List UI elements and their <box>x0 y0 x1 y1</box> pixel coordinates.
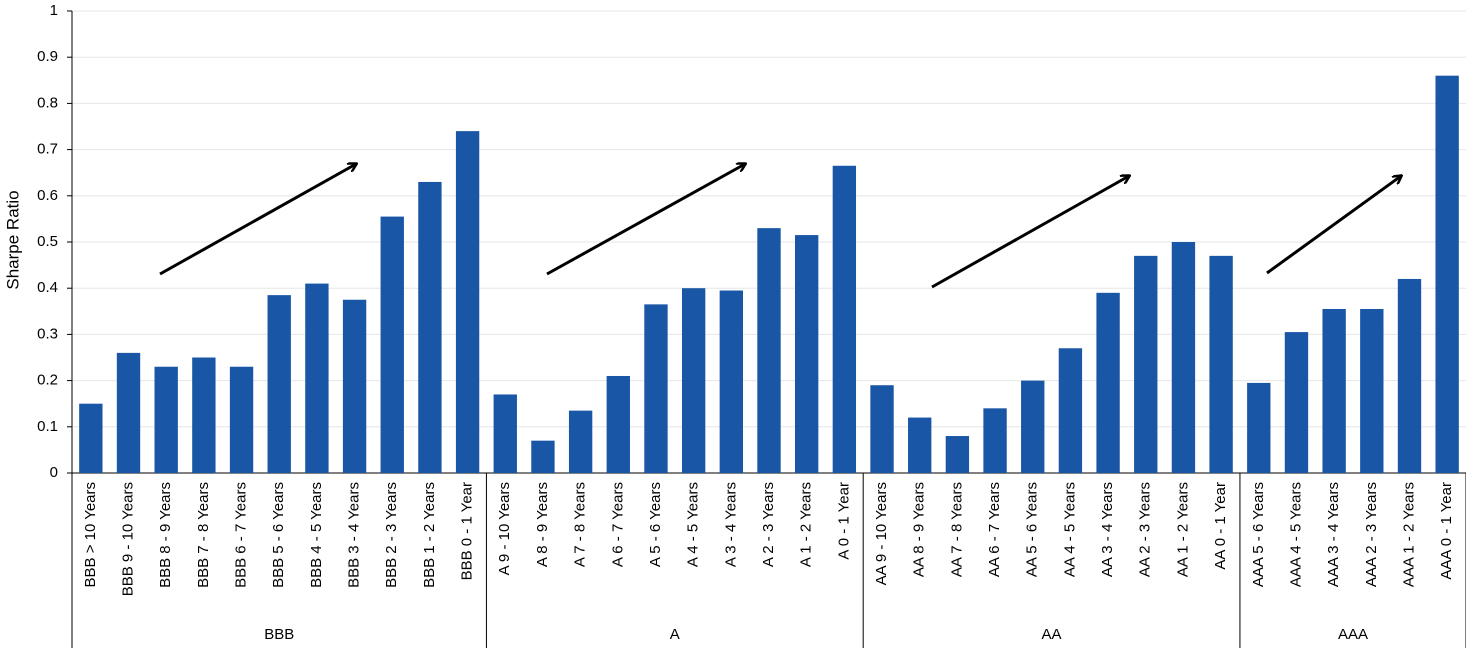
bar <box>832 165 857 473</box>
x-tick-label: A 4 - 5 Years <box>685 482 702 567</box>
x-tick-label: AA 4 - 5 Years <box>1061 482 1078 577</box>
bar <box>1247 382 1271 473</box>
x-tick-label: AAA 2 - 3 Years <box>1363 482 1380 587</box>
x-tick-label: A 0 - 1 Year <box>835 482 852 560</box>
y-tick-label: 0.3 <box>37 325 58 342</box>
bar <box>380 216 404 473</box>
bar <box>342 299 367 473</box>
x-tick-label: A 8 - 9 Years <box>534 482 551 567</box>
x-tick-label: BBB > 10 Years <box>82 482 99 588</box>
x-tick-label: BBB 2 - 3 Years <box>383 482 400 588</box>
bar <box>1397 278 1422 473</box>
bar <box>568 410 593 473</box>
trend-arrow <box>1266 176 1401 275</box>
group-label: AAA <box>1338 626 1368 643</box>
x-tick-label: BBB 7 - 8 Years <box>195 482 212 588</box>
y-axis-label: Sharpe Ratio <box>3 190 22 289</box>
x-tick-label: BBB 3 - 4 Years <box>346 482 363 588</box>
x-tick-label: AA 8 - 9 Years <box>911 482 928 577</box>
x-tick-label: AAA 5 - 6 Years <box>1250 482 1267 587</box>
y-tick-label: 0.6 <box>37 187 58 204</box>
y-tick-label: 0.4 <box>37 279 58 296</box>
x-tick-label: BBB 9 - 10 Years <box>119 482 136 596</box>
bar <box>1322 308 1346 473</box>
group-label: AA <box>1042 626 1062 643</box>
bar <box>644 304 668 473</box>
bar <box>681 288 706 473</box>
bar <box>1021 380 1045 473</box>
x-tick-label: AA 7 - 8 Years <box>948 482 965 577</box>
bar <box>229 366 254 473</box>
x-tick-label: AA 5 - 6 Years <box>1024 482 1041 577</box>
bar <box>945 436 970 473</box>
bar <box>719 290 744 473</box>
bar <box>908 417 932 473</box>
y-tick-label: 0.8 <box>37 94 58 111</box>
y-tick-label: 0.7 <box>37 141 58 158</box>
bar <box>1134 255 1158 473</box>
x-tick-label: AAA 1 - 2 Years <box>1400 482 1417 587</box>
x-tick-label: A 9 - 10 Years <box>496 482 513 575</box>
trend-arrow <box>546 164 745 276</box>
trend-arrow <box>931 176 1129 289</box>
x-tick-label: BBB 1 - 2 Years <box>421 482 438 588</box>
bar <box>116 352 141 473</box>
x-tick-label: AAA 0 - 1 Year <box>1438 482 1455 580</box>
x-tick-label: BBB 0 - 1 Year <box>459 482 476 580</box>
bar <box>305 283 329 473</box>
trend-arrows <box>159 164 1401 289</box>
x-tick-label: AA 2 - 3 Years <box>1137 482 1154 577</box>
y-tick-label: 0 <box>50 464 58 481</box>
bar <box>1058 348 1083 473</box>
x-tick-label: AA 1 - 2 Years <box>1174 482 1191 577</box>
bar <box>418 181 442 473</box>
x-tick-label: AA 0 - 1 Year <box>1212 482 1229 570</box>
x-tick-label: A 2 - 3 Years <box>760 482 777 567</box>
bar <box>870 385 894 473</box>
bar <box>606 375 630 473</box>
x-tick-label: BBB 8 - 9 Years <box>157 482 174 588</box>
bar <box>1360 308 1384 473</box>
x-tick-label: BBB 5 - 6 Years <box>270 482 287 588</box>
bar <box>531 440 555 473</box>
x-tick-label: AAA 4 - 5 Years <box>1287 482 1304 587</box>
bar <box>1435 75 1459 474</box>
y-tick-label: 0.1 <box>37 418 58 435</box>
bar <box>1096 292 1120 473</box>
y-tick-label: 0.2 <box>37 372 58 389</box>
bar <box>983 408 1007 473</box>
trend-arrow <box>159 164 356 276</box>
x-tick-label: A 7 - 8 Years <box>572 482 589 567</box>
group-label: A <box>670 626 680 643</box>
x-tick-label: AA 6 - 7 Years <box>986 482 1003 577</box>
x-tick-label: A 3 - 4 Years <box>722 482 739 567</box>
bar <box>267 295 291 473</box>
x-tick-label: AAA 3 - 4 Years <box>1325 482 1342 587</box>
group-label: BBB <box>264 626 294 643</box>
y-tick-label: 0.9 <box>37 48 58 65</box>
x-tick-label: AA 9 - 10 Years <box>873 482 890 585</box>
y-tick-label: 0.5 <box>37 233 58 250</box>
x-tick-label: BBB 4 - 5 Years <box>308 482 325 588</box>
bar <box>154 366 178 473</box>
bar <box>79 403 103 473</box>
bar <box>1284 332 1309 473</box>
x-tick-label: A 1 - 2 Years <box>798 482 815 567</box>
bar <box>1171 242 1196 473</box>
bar <box>455 131 480 473</box>
y-tick-label: 1 <box>50 2 58 19</box>
x-tick-label: AA 3 - 4 Years <box>1099 482 1116 577</box>
bar <box>757 228 781 473</box>
bar <box>192 357 216 473</box>
bar <box>493 394 517 473</box>
x-tick-label: BBB 6 - 7 Years <box>233 482 250 588</box>
bar <box>794 235 819 473</box>
x-tick-label: A 6 - 7 Years <box>609 482 626 567</box>
x-tick-label: A 5 - 6 Years <box>647 482 664 567</box>
bar <box>1209 255 1233 473</box>
